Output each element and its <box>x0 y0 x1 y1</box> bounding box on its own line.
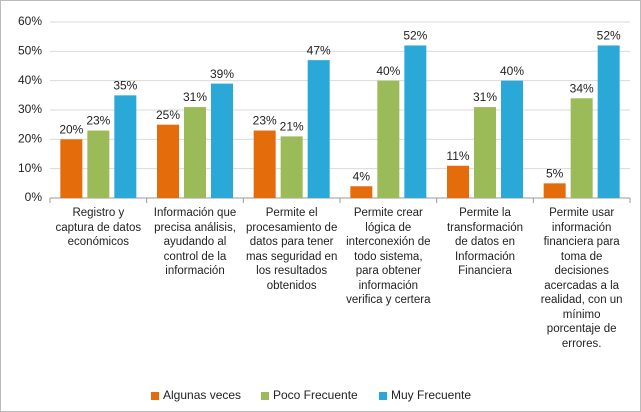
bar <box>87 130 110 198</box>
data-label: 35% <box>113 79 137 93</box>
data-label: 5% <box>546 167 564 181</box>
data-label: 20% <box>59 123 83 137</box>
legend-label: Poco Frecuente <box>273 388 358 402</box>
bar <box>307 60 330 199</box>
legend-swatch <box>261 392 269 400</box>
bar <box>280 136 303 198</box>
x-tick-label: Registro y captura de datos económicos <box>55 207 142 248</box>
legend-label: Muy Frecuente <box>391 388 471 402</box>
legend-swatch <box>379 392 387 400</box>
bar <box>597 45 620 198</box>
y-tick-label: 30% <box>18 102 42 116</box>
data-label: 11% <box>446 149 469 163</box>
y-tick-label: 20% <box>18 132 42 146</box>
data-label: 47% <box>307 43 331 57</box>
data-label: 34% <box>570 81 594 95</box>
data-label: 25% <box>156 108 180 122</box>
bar <box>350 186 373 198</box>
bar <box>211 83 233 198</box>
bar <box>447 165 469 198</box>
bar <box>474 107 496 198</box>
y-tick-label: 10% <box>18 161 42 175</box>
bar <box>404 45 427 198</box>
x-tick-label: Permite la transformación de datos en In… <box>446 207 524 277</box>
data-label: 23% <box>86 114 110 128</box>
y-tick-label: 0% <box>25 190 43 204</box>
bar <box>157 124 179 198</box>
bar <box>60 139 83 198</box>
bar <box>543 183 566 198</box>
x-tick-label: Información que precisa análisis, ayudan… <box>153 207 237 277</box>
data-label: 40% <box>376 64 400 78</box>
y-tick-label: 50% <box>18 44 42 58</box>
data-label: 31% <box>473 90 497 104</box>
bar <box>377 80 400 198</box>
data-label: 40% <box>500 64 524 78</box>
x-tick-label: Permite crear lógica de interconexión de… <box>346 207 431 306</box>
data-label: 31% <box>183 90 207 104</box>
data-label: 21% <box>280 120 304 134</box>
bar <box>570 98 593 198</box>
y-tick-label: 60% <box>18 14 42 28</box>
bar <box>253 130 276 198</box>
bar <box>184 107 206 198</box>
bar <box>114 95 137 198</box>
data-label: 39% <box>210 67 234 81</box>
data-label: 23% <box>253 114 277 128</box>
data-label: 52% <box>597 29 621 43</box>
bar <box>501 80 523 198</box>
data-label: 52% <box>403 29 427 43</box>
y-tick-label: 40% <box>18 73 42 87</box>
x-tick-label: Permite usar información financiera para… <box>540 207 623 350</box>
data-label: 4% <box>353 169 371 183</box>
legend-label: Algunas veces <box>163 388 241 402</box>
legend-swatch <box>151 392 159 400</box>
x-tick-label: Permite el procesamiento de datos para t… <box>245 207 338 292</box>
